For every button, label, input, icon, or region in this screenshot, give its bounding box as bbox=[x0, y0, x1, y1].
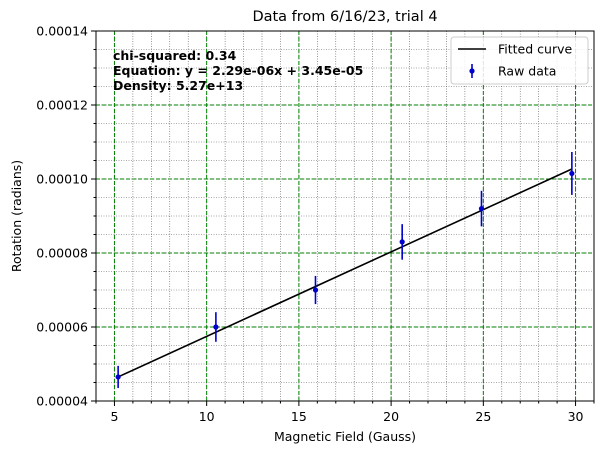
x-tick-label: 30 bbox=[568, 409, 584, 424]
y-tick-label: 0.00008 bbox=[36, 246, 88, 261]
fit-annotation-line: Density: 5.27e+13 bbox=[113, 78, 243, 93]
raw-data-point bbox=[478, 206, 485, 212]
legend-fitted-curve-label: Fitted curve bbox=[498, 42, 572, 57]
fitted-curve-series bbox=[117, 168, 573, 378]
raw-data-point bbox=[115, 374, 121, 380]
x-tick-label: 15 bbox=[291, 409, 307, 424]
y-axis: 0.00004 0.00006 0.00008 0.00010 0.00012 0.000… bbox=[36, 24, 96, 409]
raw-data-point bbox=[399, 239, 405, 245]
x-axis-label: Magnetic Field (Gauss) bbox=[274, 429, 416, 444]
raw-data-series bbox=[115, 151, 575, 389]
legend: Fitted curve Raw data bbox=[450, 36, 589, 85]
x-axis: 5 10 15 20 25 30 bbox=[95, 401, 595, 424]
legend-raw-data-swatch bbox=[469, 64, 475, 78]
x-tick-label: 20 bbox=[383, 409, 399, 424]
legend-raw-data-label: Raw data bbox=[498, 64, 556, 79]
y-tick-label: 0.00004 bbox=[36, 394, 88, 409]
y-axis-label: Rotation (radians) bbox=[9, 160, 24, 272]
minor-grid bbox=[95, 30, 595, 402]
y-tick-label: 0.00012 bbox=[36, 98, 88, 113]
raw-data-point bbox=[213, 324, 219, 330]
fit-annotation-line: Equation: y = 2.29e-06x + 3.45e-05 bbox=[113, 63, 363, 78]
raw-data-point bbox=[569, 170, 575, 177]
fit-annotation-line: chi-squared: 0.34 bbox=[113, 48, 237, 63]
legend-raw-data-point bbox=[469, 68, 475, 74]
fitted-curve-line bbox=[117, 168, 573, 378]
y-tick-label: 0.00006 bbox=[36, 320, 88, 335]
x-tick-label: 10 bbox=[199, 409, 215, 424]
x-tick-label: 25 bbox=[475, 409, 491, 424]
raw-data-point bbox=[312, 287, 319, 293]
y-tick-label: 0.00010 bbox=[36, 172, 88, 187]
chart-title: Data from 6/16/23, trial 4 bbox=[252, 9, 437, 25]
y-tick-label: 0.00014 bbox=[36, 24, 88, 39]
x-tick-label: 5 bbox=[110, 409, 118, 424]
